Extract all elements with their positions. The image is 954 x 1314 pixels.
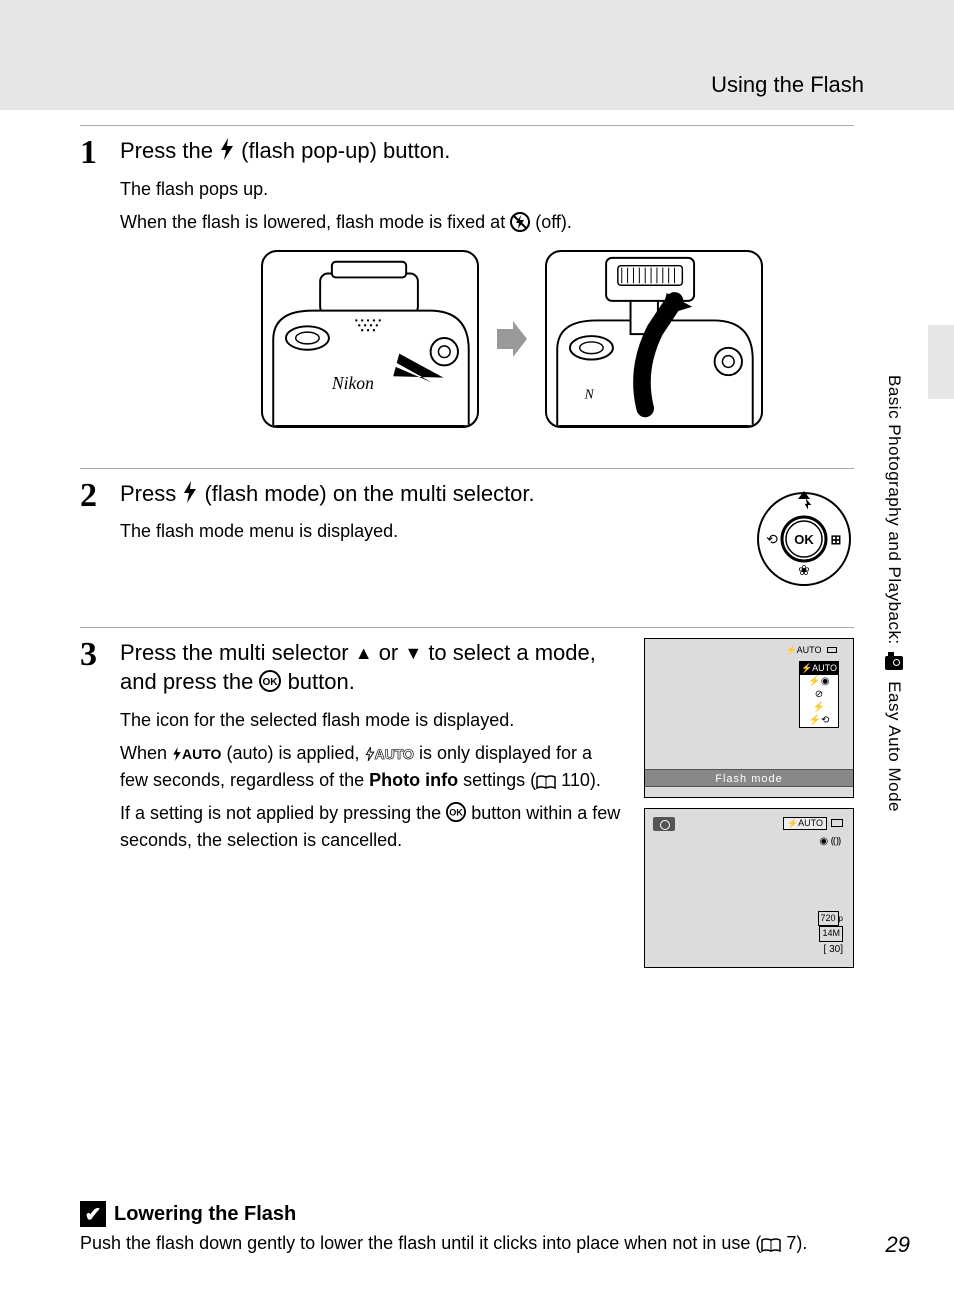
divider — [80, 468, 854, 469]
step-number: 2 — [80, 479, 120, 609]
lcd-mode-option: ⚡⟲ — [800, 714, 838, 727]
svg-text:⊞: ⊞ — [831, 532, 842, 547]
battery-icon — [831, 819, 843, 827]
step-body: Press the (flash pop-up) button. The fla… — [120, 136, 854, 450]
check-box-icon: ✔ — [80, 1201, 106, 1227]
multi-selector-diagram: OK ⟲ ⊞ ❀ — [754, 489, 854, 589]
lcd-info-right: 720p 14M [ 30] — [818, 911, 843, 957]
camera-icon — [885, 656, 903, 670]
svg-text:OK: OK — [449, 808, 463, 818]
step-text: The icon for the selected flash mode is … — [120, 707, 624, 734]
triangle-down-icon: ▼ — [404, 643, 422, 663]
camera-flash-open: N — [545, 250, 763, 428]
auto-label: AUTO — [182, 746, 221, 762]
lcd-shooting-display: ⚡AUTO ◉ ⸨⸩ 720p 14M [ 30] — [644, 808, 854, 968]
step-number: 1 — [80, 136, 120, 450]
lcd-flash-menu: ⚡AUTO ⚡AUTO ⚡◉ ⊘ ⚡ ⚡⟲ Flash mode — [644, 638, 854, 798]
flash-outline-icon — [365, 747, 375, 761]
step-text: The flash pops up. — [120, 176, 854, 203]
step-2: 2 Press (flash mode) on the multi select… — [80, 479, 854, 609]
svg-text:❀: ❀ — [798, 562, 810, 578]
lcd-diagrams: ⚡AUTO ⚡AUTO ⚡◉ ⊘ ⚡ ⚡⟲ Flash mode ⚡AUTO ◉… — [644, 638, 854, 978]
lcd-count: [ 30] — [818, 942, 843, 957]
flash-icon — [182, 481, 198, 503]
divider — [80, 125, 854, 126]
lcd-size: 14M — [819, 926, 843, 942]
step-text: When AUTO (auto) is applied, AUTO is onl… — [120, 740, 624, 794]
svg-text:OK: OK — [263, 677, 279, 688]
divider — [80, 627, 854, 628]
arrow-right-icon — [497, 321, 527, 357]
svg-text:OK: OK — [794, 532, 814, 547]
step-body: Press (flash mode) on the multi selector… — [120, 479, 854, 609]
lcd-resolution: 720 — [818, 911, 839, 927]
auto-outline-label: AUTO — [375, 746, 414, 762]
flash-icon — [219, 138, 235, 160]
step-text: The flash mode menu is displayed. — [120, 518, 734, 545]
lcd-mode-option: ⚡ — [800, 701, 838, 714]
ok-button-icon: OK — [259, 670, 281, 692]
step-heading: Press the (flash pop-up) button. — [120, 136, 854, 166]
triangle-up-icon: ▲ — [355, 643, 373, 663]
content-area: 1 Press the (flash pop-up) button. The f… — [80, 125, 854, 878]
camera-flash-closed: Nikon — [261, 250, 479, 428]
note-title: Lowering the Flash — [114, 1203, 296, 1226]
side-tab — [928, 325, 954, 399]
ok-button-icon: OK — [446, 802, 466, 822]
flash-auto-badge: ⚡AUTO — [783, 817, 827, 830]
svg-text:⟲: ⟲ — [766, 531, 778, 547]
book-icon — [761, 1238, 781, 1252]
step-number: 3 — [80, 638, 120, 860]
step-3: 3 Press the multi selector ▲ or ▼ to sel… — [80, 638, 854, 860]
lcd-top-indicator: ⚡AUTO — [785, 645, 837, 656]
step-heading: Press the multi selector ▲ or ▼ to selec… — [120, 638, 624, 697]
step-text: When the flash is lowered, flash mode is… — [120, 209, 854, 236]
camera-mode-icon — [653, 817, 675, 831]
camera-diagrams: Nikon — [170, 250, 854, 428]
page-number: 29 — [886, 1232, 910, 1258]
svg-text:N: N — [584, 386, 595, 401]
lcd-mode-option: ⚡AUTO — [800, 662, 838, 675]
step-text: If a setting is not applied by pressing … — [120, 800, 624, 854]
note-heading: ✔ Lowering the Flash — [80, 1201, 854, 1227]
flash-icon — [172, 747, 182, 761]
side-text-before: Basic Photography and Playback: — [885, 375, 904, 645]
lcd-mode-list: ⚡AUTO ⚡◉ ⊘ ⚡ ⚡⟲ — [799, 661, 839, 728]
flash-off-icon — [510, 212, 530, 232]
chapter-side-label: Basic Photography and Playback: Easy Aut… — [884, 375, 904, 812]
svg-text:Nikon: Nikon — [331, 373, 374, 393]
lcd-mode-bar: Flash mode — [645, 769, 853, 787]
step-1: 1 Press the (flash pop-up) button. The f… — [80, 136, 854, 450]
header-title: Using the Flash — [711, 72, 864, 98]
note-text: Push the flash down gently to lower the … — [80, 1233, 854, 1254]
lcd-sub-icons: ◉ ⸨⸩ — [819, 833, 841, 847]
lcd-mode-option: ⊘ — [800, 688, 838, 701]
lcd-mode-option: ⚡◉ — [800, 675, 838, 688]
note-block: ✔ Lowering the Flash Push the flash down… — [80, 1201, 854, 1254]
book-icon — [536, 775, 556, 789]
step-heading: Press (flash mode) on the multi selector… — [120, 479, 734, 509]
side-text-after: Easy Auto Mode — [885, 681, 904, 812]
